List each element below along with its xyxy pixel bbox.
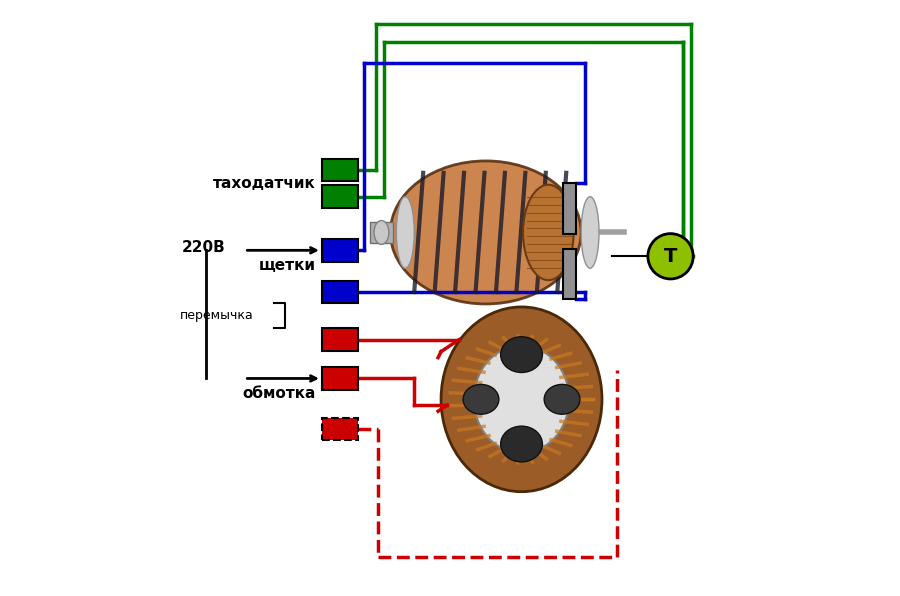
- Ellipse shape: [500, 337, 543, 372]
- Text: Т: Т: [664, 247, 677, 266]
- Ellipse shape: [544, 384, 580, 414]
- Text: 220В: 220В: [182, 240, 226, 255]
- Ellipse shape: [581, 197, 599, 268]
- FancyBboxPatch shape: [322, 281, 357, 303]
- FancyBboxPatch shape: [322, 239, 357, 262]
- FancyBboxPatch shape: [322, 185, 357, 208]
- Ellipse shape: [464, 384, 499, 414]
- FancyBboxPatch shape: [322, 328, 357, 351]
- Text: обмотка: обмотка: [242, 386, 316, 401]
- Ellipse shape: [391, 161, 581, 304]
- Ellipse shape: [374, 221, 389, 244]
- FancyBboxPatch shape: [562, 249, 576, 299]
- Ellipse shape: [500, 426, 543, 462]
- FancyBboxPatch shape: [322, 418, 357, 440]
- Text: щетки: щетки: [259, 257, 316, 273]
- Text: таходатчик: таходатчик: [213, 176, 316, 191]
- Ellipse shape: [473, 346, 569, 453]
- FancyBboxPatch shape: [322, 159, 357, 181]
- Ellipse shape: [396, 197, 414, 268]
- Bar: [370, 222, 393, 243]
- Circle shape: [648, 234, 693, 279]
- Ellipse shape: [441, 307, 602, 492]
- Text: перемычка: перемычка: [180, 309, 253, 322]
- FancyBboxPatch shape: [322, 367, 357, 390]
- FancyBboxPatch shape: [562, 184, 576, 234]
- Ellipse shape: [523, 185, 573, 280]
